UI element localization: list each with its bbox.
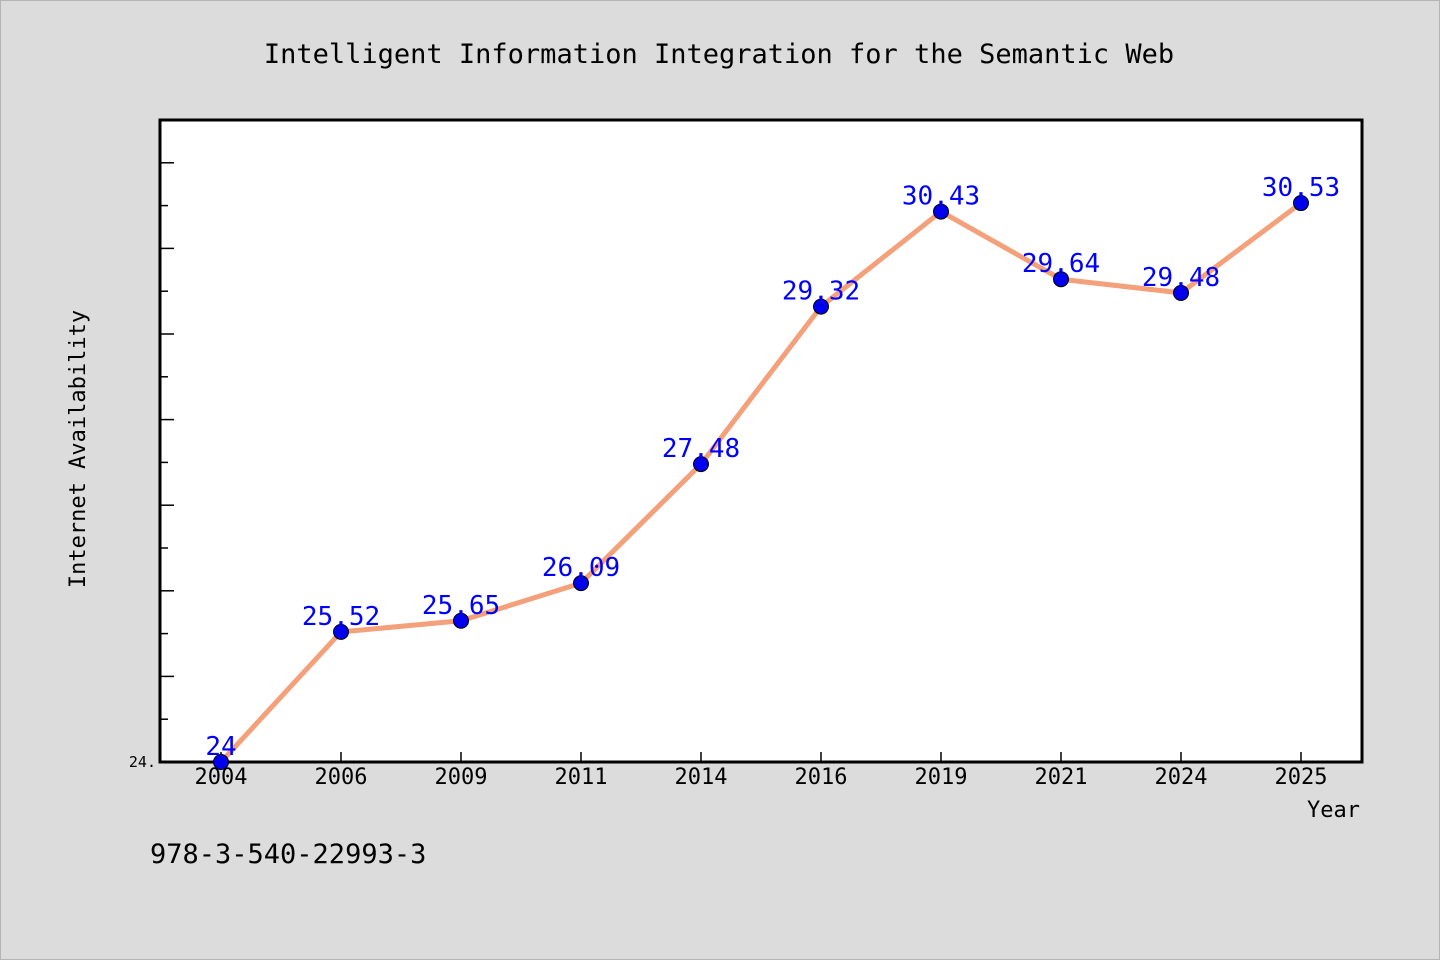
data-label: 29.48: [1142, 263, 1220, 293]
data-label: 25.52: [302, 602, 380, 632]
x-axis-title: Year: [1307, 798, 1360, 823]
data-label: 29.64: [1022, 249, 1100, 279]
data-label: 26.09: [542, 553, 620, 583]
data-point: [1293, 195, 1309, 212]
data-point: [933, 203, 949, 220]
data-labels: 24 25.52 25.65 26.09 27.48 29.32 30.43 29.64 29.…: [205, 173, 1340, 762]
data-label: 30.43: [902, 182, 980, 212]
chart-title: Intelligent Information Integration for …: [264, 39, 1174, 70]
y-tick-label: 24.: [129, 753, 156, 771]
y-axis-ticks: [160, 119, 174, 763]
plot-area: [158, 118, 1364, 764]
data-point: [333, 623, 349, 640]
x-tick-labels: 2004 2006 2009 2011 2014 2016 2019 2021 2024 2025: [195, 765, 1328, 790]
x-tick-label: 2021: [1035, 765, 1088, 790]
x-tick-label: 2016: [795, 765, 848, 790]
data-label: 24: [205, 732, 236, 762]
x-tick-label: 2006: [315, 765, 368, 790]
series-markers: [213, 195, 1309, 770]
data-label: 29.32: [782, 277, 860, 307]
isbn-text: 978-3-540-22993-3: [150, 839, 426, 870]
data-point: [573, 575, 589, 592]
x-tick-label: 2025: [1275, 765, 1328, 790]
data-point: [453, 612, 469, 629]
x-tick-label: 2009: [435, 765, 488, 790]
data-point: [693, 456, 709, 473]
series-line: [218, 200, 1304, 765]
x-tick-label: 2019: [915, 765, 968, 790]
data-label: 27.48: [662, 434, 740, 464]
data-label: 25.65: [422, 591, 500, 621]
data-point: [1053, 271, 1069, 288]
data-point: [813, 298, 829, 315]
x-tick-label: 2011: [555, 765, 608, 790]
data-point: [213, 754, 229, 770]
data-label: 30.53: [1262, 173, 1340, 203]
x-tick-label: 2024: [1155, 765, 1208, 790]
data-point: [1173, 284, 1189, 301]
y-axis-title: Internet Availability: [66, 310, 91, 588]
x-tick-label: 2014: [675, 765, 728, 790]
